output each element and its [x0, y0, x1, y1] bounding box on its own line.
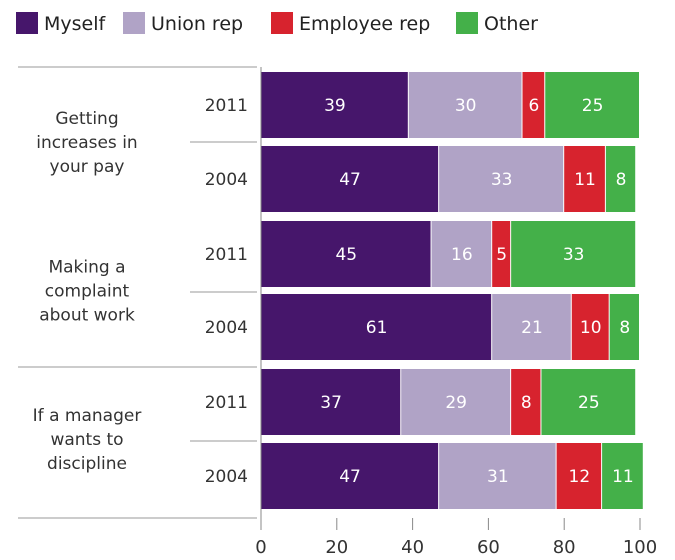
year-label: 2011 — [205, 96, 248, 116]
data-label: 30 — [455, 96, 477, 116]
year-label: 2004 — [205, 467, 248, 487]
bar-segment — [408, 72, 522, 138]
bar-segment — [522, 72, 545, 138]
data-label: 8 — [521, 393, 532, 413]
legend-swatch — [123, 12, 145, 34]
category-label: Making a — [48, 258, 125, 278]
year-label: 2011 — [205, 393, 248, 413]
data-label: 25 — [582, 96, 604, 116]
bar-segment — [511, 221, 636, 287]
bar-group: Making a complaint about work 2011 45 16 5 33 20… — [39, 221, 639, 360]
bar-segment — [261, 369, 401, 435]
data-label: 11 — [612, 467, 634, 487]
x-tick-label: 0 — [255, 537, 266, 558]
bar-segment — [492, 221, 511, 287]
category-label: wants to — [50, 430, 123, 450]
legend: Myself Union rep Employee rep Other — [16, 12, 538, 35]
legend-label: Union rep — [151, 13, 243, 35]
category-label: increases in — [36, 133, 137, 153]
data-label: 45 — [335, 245, 357, 265]
data-label: 31 — [487, 467, 509, 487]
bar-segment — [492, 294, 571, 360]
data-label: 47 — [339, 467, 361, 487]
legend-swatch — [271, 12, 293, 34]
data-label: 47 — [339, 170, 361, 190]
data-label: 21 — [521, 318, 543, 338]
bar-group: If a manager wants to discipline 2011 37 29 8 2… — [33, 369, 643, 509]
bar-segment — [261, 146, 439, 212]
bar-segment — [439, 443, 556, 509]
bar-segment — [564, 146, 605, 212]
year-label: 2011 — [205, 245, 248, 265]
category-label: If a manager — [33, 406, 142, 426]
category-label: discipline — [47, 454, 127, 474]
bar-segment — [261, 294, 492, 360]
year-label: 2004 — [205, 170, 248, 190]
data-label: 5 — [496, 245, 507, 265]
x-tick-label: 20 — [325, 537, 348, 558]
data-label: 37 — [320, 393, 342, 413]
legend-item: Other — [456, 12, 538, 35]
bar-segment — [602, 443, 643, 509]
bar-segment — [401, 369, 511, 435]
category-label: your pay — [50, 157, 125, 177]
bar-segment — [261, 72, 408, 138]
legend-item: Union rep — [123, 12, 243, 35]
legend-label: Myself — [44, 13, 107, 35]
data-label: 25 — [578, 393, 600, 413]
x-axis: 0 20 40 60 80 100 — [255, 518, 657, 558]
data-label: 33 — [563, 245, 585, 265]
category-label: about work — [39, 306, 135, 326]
bar-segment — [571, 294, 609, 360]
bar-segment — [439, 146, 564, 212]
bar-segment — [261, 443, 439, 509]
legend-label: Other — [484, 13, 538, 35]
data-label: 8 — [616, 170, 627, 190]
data-label: 16 — [451, 245, 473, 265]
bar-segment — [541, 369, 636, 435]
bar-segment — [545, 72, 639, 138]
x-tick-label: 40 — [401, 537, 424, 558]
data-label: 33 — [491, 170, 513, 190]
data-label: 61 — [366, 318, 388, 338]
bar-segment — [431, 221, 492, 287]
legend-swatch — [16, 12, 38, 34]
year-label: 2004 — [205, 318, 248, 338]
x-tick-label: 60 — [477, 537, 500, 558]
legend-label: Employee rep — [299, 13, 430, 35]
legend-item: Myself — [16, 12, 107, 35]
bar-segment — [609, 294, 639, 360]
bar-segment — [261, 221, 431, 287]
x-tick-label: 100 — [623, 537, 657, 558]
data-label: 11 — [574, 170, 596, 190]
data-label: 39 — [324, 96, 346, 116]
data-label: 12 — [569, 467, 591, 487]
category-label: Getting — [55, 109, 118, 129]
legend-swatch — [456, 12, 478, 34]
legend-item: Employee rep — [271, 12, 430, 35]
data-label: 10 — [580, 318, 602, 338]
data-label: 8 — [619, 318, 630, 338]
bar-segment — [511, 369, 541, 435]
bar-group: Getting increases in your pay 2011 39 30 6 25 20… — [36, 72, 639, 212]
category-label: complaint — [45, 282, 130, 302]
bar-segment — [605, 146, 636, 212]
x-tick-label: 80 — [553, 537, 576, 558]
data-label: 6 — [528, 96, 539, 116]
data-label: 29 — [445, 393, 467, 413]
bar-segment — [556, 443, 602, 509]
